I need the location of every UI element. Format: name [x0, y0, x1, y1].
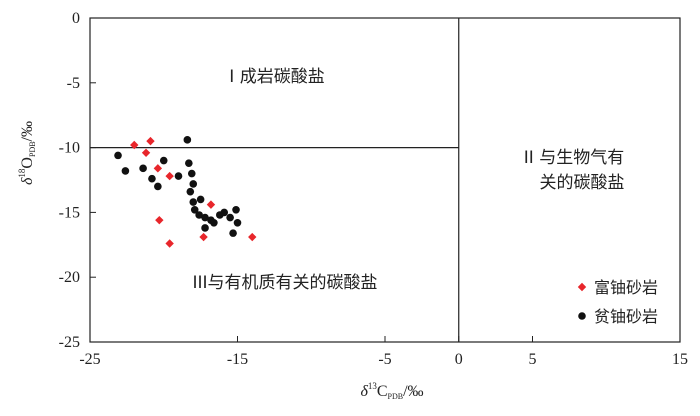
legend-label-poor: 贫铀砂岩 — [594, 307, 658, 326]
x-tick-label: -25 — [79, 351, 100, 368]
poor-uranium-point — [190, 206, 199, 214]
region-1-label: I 成岩碳酸盐 — [229, 67, 324, 87]
x-tick-label: -15 — [227, 351, 248, 368]
data-points — [114, 136, 257, 248]
poor-uranium-point — [195, 211, 203, 219]
poor-uranium-point — [114, 151, 122, 160]
axis-ticks — [89, 17, 681, 343]
rich-uranium-point — [165, 239, 174, 248]
region-2-label-line2: 关的碳酸盐 — [540, 173, 625, 193]
y-tick-label: -25 — [59, 334, 80, 351]
x-tick-label: 0 — [455, 351, 463, 368]
rich-uranium-point — [130, 140, 139, 150]
rich-uranium-point — [206, 200, 216, 209]
poor-uranium-point — [210, 218, 218, 227]
axis-tick-labels: 0 -5 -10 -15 -20 -25-25 -15 -5 0 5 15 — [59, 10, 688, 368]
poor-uranium-point — [185, 159, 193, 167]
region-boundary-lines — [90, 18, 460, 342]
poor-uranium-point — [139, 164, 147, 173]
legend-marker-rich — [577, 282, 587, 292]
poor-uranium-point — [154, 182, 162, 191]
poor-uranium-point — [187, 169, 196, 178]
poor-uranium-point — [183, 136, 192, 144]
legend: 富铀砂岩 贫铀砂岩 — [577, 278, 658, 326]
poor-uranium-point — [201, 224, 209, 232]
poor-uranium-point — [159, 156, 168, 165]
poor-uranium-point — [229, 229, 237, 237]
rich-uranium-point — [155, 215, 164, 225]
poor-uranium-point — [232, 206, 240, 214]
poor-uranium-point — [220, 208, 229, 217]
y-tick-label: 0 — [72, 10, 80, 27]
rich-uranium-point — [248, 232, 257, 242]
poor-uranium-point — [226, 213, 234, 222]
rich-uranium-point — [165, 171, 174, 181]
x-axis-title: δ13CPDB/‰ — [360, 381, 423, 401]
poor-uranium-point — [148, 174, 156, 183]
y-axis-title: δ18OPDB/‰ — [17, 121, 37, 185]
region-labels: I 成岩碳酸盐 II 与生物气有 关的碳酸盐 III与有机质有关的碳酸盐 — [192, 67, 624, 293]
poor-uranium-point — [233, 218, 242, 227]
poor-uranium-point — [189, 198, 198, 206]
legend-marker-poor — [578, 312, 586, 320]
y-tick-label: -5 — [67, 75, 80, 92]
region-2-label-line1: II 与生物气有 — [524, 148, 624, 168]
y-tick-label: -15 — [59, 204, 80, 221]
rich-uranium-point — [153, 164, 163, 173]
poor-uranium-point — [174, 172, 183, 180]
legend-label-rich: 富铀砂岩 — [594, 278, 658, 297]
x-tick-label: 15 — [672, 351, 688, 368]
y-tick-label: -10 — [59, 140, 80, 157]
rich-uranium-point — [199, 232, 208, 242]
poor-uranium-point — [189, 180, 198, 188]
rich-uranium-point — [146, 136, 155, 146]
poor-uranium-point — [196, 195, 205, 204]
poor-uranium-point — [121, 167, 130, 175]
x-tick-label: -5 — [378, 351, 391, 368]
rich-uranium-point — [141, 148, 151, 157]
x-tick-label: 5 — [529, 351, 537, 368]
poor-uranium-point — [186, 187, 195, 196]
axis-titles: δ13CPDB/‰ δ18OPDB/‰ — [17, 121, 424, 401]
poor-uranium-point — [201, 213, 209, 222]
region-3-label: III与有机质有关的碳酸盐 — [192, 273, 377, 293]
y-tick-label: -20 — [59, 269, 80, 286]
